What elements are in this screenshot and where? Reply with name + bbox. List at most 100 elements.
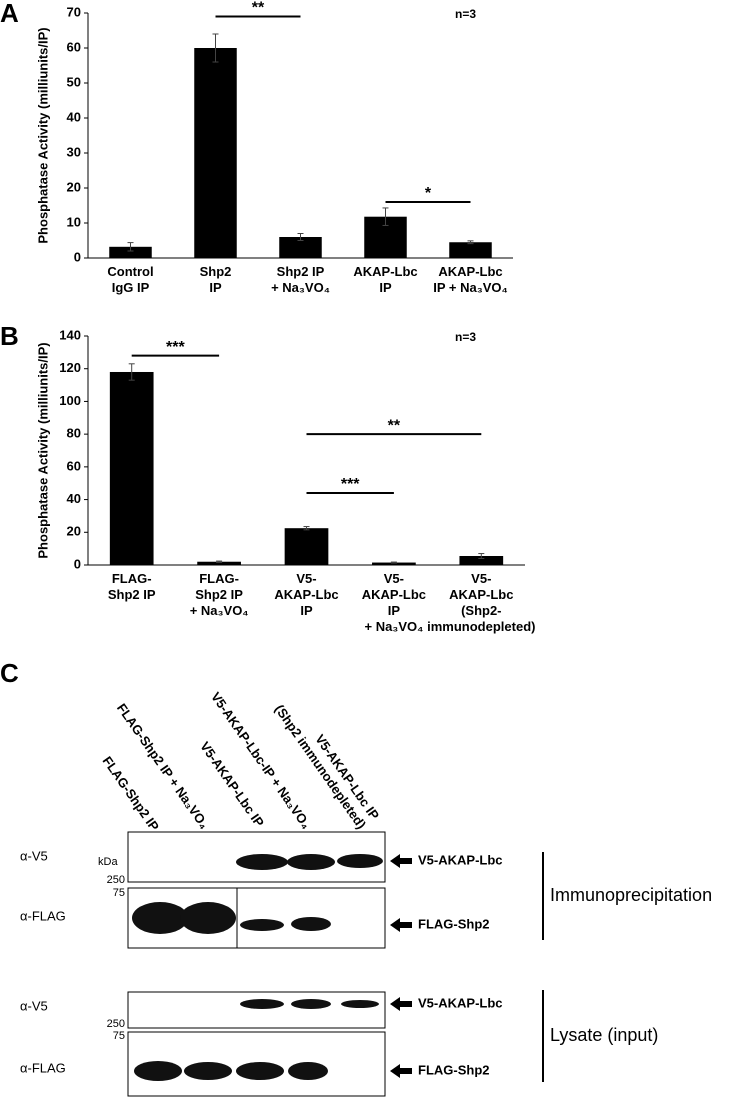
- significance-label: *: [425, 185, 432, 202]
- panel-letter: C: [0, 658, 19, 688]
- y-axis-label: Phosphatase Activity (milliunits/IP): [35, 342, 50, 558]
- lane-label: FLAG-Shp2 IP + Na₃VO₄: [114, 701, 212, 832]
- arrow: [390, 1064, 412, 1078]
- band-label: FLAG-Shp2: [418, 916, 490, 931]
- lane-label: FLAG-Shp2 IP: [100, 754, 163, 834]
- y-tick-label: 60: [67, 458, 81, 473]
- band: [287, 854, 335, 870]
- x-tick-label: AKAP-Lbc IP + Na₃VO₄: [433, 264, 508, 295]
- y-tick-label: 70: [67, 4, 81, 19]
- band: [180, 902, 236, 934]
- band: [236, 1062, 284, 1080]
- antibody-label: α-V5: [20, 998, 48, 1013]
- band: [288, 1062, 328, 1080]
- error-bar: [128, 363, 135, 381]
- arrow: [390, 997, 412, 1011]
- error-bar: [303, 526, 310, 531]
- band: [341, 1000, 379, 1008]
- error-bar: [127, 242, 134, 252]
- antibody-label: α-FLAG: [20, 1060, 66, 1075]
- significance-label: ***: [166, 339, 185, 356]
- error-bar: [212, 33, 219, 63]
- arrow: [390, 918, 412, 932]
- band: [240, 919, 284, 931]
- lane-label: (Shp2 immunodepleted): [272, 702, 369, 832]
- error-bar: [467, 240, 474, 245]
- significance-label: **: [252, 0, 265, 17]
- x-tick-label: Control IgG IP: [107, 264, 154, 295]
- x-tick-label: FLAG- Shp2 IP: [107, 571, 156, 602]
- y-tick-label: 140: [59, 327, 81, 342]
- bar: [194, 48, 237, 258]
- bands: [132, 854, 383, 1081]
- y-tick-label: 120: [59, 360, 81, 375]
- blot-frame: [127, 831, 386, 883]
- y-tick-label: 40: [67, 491, 81, 506]
- bar: [279, 237, 322, 258]
- antibody-label: α-FLAG: [20, 908, 66, 923]
- band-label: V5-AKAP-Lbc: [418, 852, 503, 867]
- bar: [372, 562, 416, 565]
- band: [337, 854, 383, 868]
- band: [291, 999, 331, 1009]
- marker-label: 75: [113, 1030, 125, 1042]
- marker-label: 250: [107, 874, 125, 886]
- bar: [197, 561, 241, 565]
- x-tick-label: V5- AKAP-Lbc IP: [274, 571, 339, 618]
- blot-frame: [127, 991, 386, 1029]
- band: [184, 1062, 232, 1080]
- panel-letter: A: [0, 0, 19, 28]
- panel-letter: B: [0, 321, 19, 351]
- band-label: V5-AKAP-Lbc: [418, 995, 503, 1010]
- bar: [109, 371, 154, 565]
- arrows: [390, 854, 412, 1078]
- marker-label: 75: [113, 887, 125, 899]
- y-tick-label: 80: [67, 426, 81, 441]
- bar: [109, 246, 152, 258]
- annotation: n=3: [455, 330, 476, 344]
- bar: [284, 528, 329, 565]
- y-tick-label: 40: [67, 109, 81, 124]
- y-tick-label: 30: [67, 144, 81, 159]
- blot-frame: [127, 887, 386, 949]
- blot-frame: [127, 1031, 386, 1097]
- band-label: FLAG-Shp2: [418, 1062, 490, 1077]
- significance-label: **: [388, 417, 401, 434]
- y-tick-label: 10: [67, 214, 81, 229]
- x-tick-label: Shp2 IP: [199, 264, 232, 295]
- band: [240, 999, 284, 1009]
- band: [236, 854, 288, 870]
- x-tick-label: V5- AKAP-Lbc (Shp2-immunodepleted): [427, 571, 536, 634]
- error-bar: [297, 233, 304, 241]
- error-bar: [390, 561, 397, 564]
- band: [134, 1061, 182, 1081]
- marker-label: 250: [107, 1018, 125, 1030]
- band: [291, 917, 331, 931]
- group-label: Immunoprecipitation: [550, 885, 712, 905]
- group-label: Lysate (input): [550, 1025, 658, 1045]
- y-tick-label: 20: [67, 524, 81, 539]
- y-tick-label: 0: [74, 249, 81, 264]
- error-bar: [382, 207, 389, 226]
- x-tick-label: V5- AKAP-Lbc IP + Na₃VO₄: [361, 571, 427, 634]
- bar: [449, 242, 492, 258]
- x-tick-label: Shp2 IP + Na₃VO₄: [271, 264, 330, 295]
- y-tick-label: 50: [67, 74, 81, 89]
- y-tick-label: 0: [74, 556, 81, 571]
- y-axis-label: Phosphatase Activity (milliunits/IP): [35, 27, 50, 243]
- bar: [459, 556, 504, 565]
- y-tick-label: 100: [59, 393, 81, 408]
- x-tick-label: AKAP-Lbc IP: [353, 264, 418, 295]
- kda-label: kDa: [98, 856, 118, 868]
- annotation: n=3: [455, 7, 476, 21]
- error-bar: [478, 553, 485, 559]
- error-bar: [216, 560, 223, 563]
- significance-label: ***: [341, 476, 360, 493]
- x-tick-label: FLAG- Shp2 IP + Na₃VO₄: [189, 571, 249, 618]
- y-tick-label: 20: [67, 179, 81, 194]
- y-tick-label: 60: [67, 39, 81, 54]
- arrow: [390, 854, 412, 868]
- antibody-label: α-V5: [20, 848, 48, 863]
